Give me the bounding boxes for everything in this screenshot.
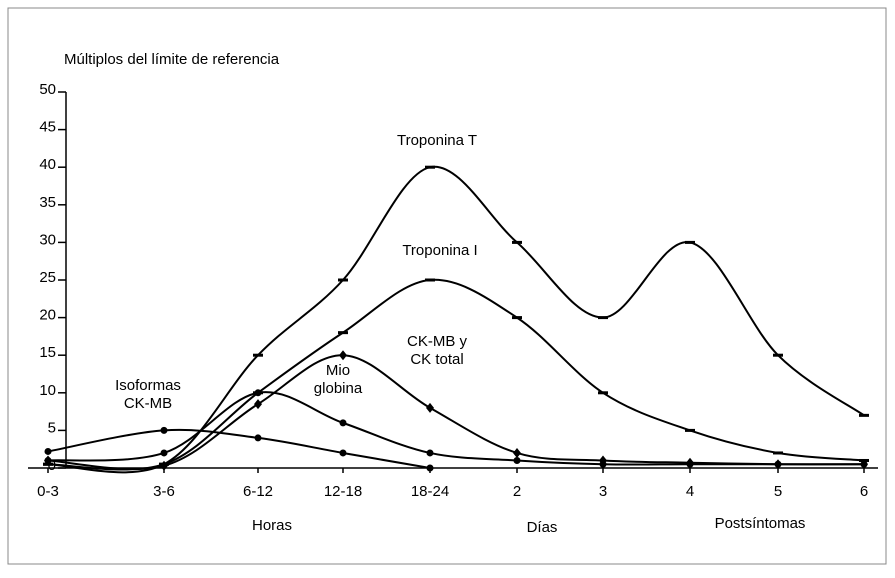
y-tick-label: 50 xyxy=(39,81,56,98)
marker xyxy=(44,447,52,455)
series-label: Isoformas xyxy=(115,377,181,394)
y-tick-label: 25 xyxy=(39,269,56,286)
marker xyxy=(773,353,783,357)
series-line xyxy=(47,428,431,469)
x-tick-label: 6 xyxy=(860,483,868,500)
x-group-label: Horas xyxy=(252,517,292,534)
series-line xyxy=(47,165,865,474)
marker xyxy=(160,460,168,471)
x-tick-label: 4 xyxy=(686,483,694,500)
x-tick-label: 2 xyxy=(513,483,521,500)
series-line xyxy=(47,391,864,466)
x-group-label: Postsíntomas xyxy=(715,515,806,532)
marker xyxy=(598,391,608,395)
marker xyxy=(338,331,348,335)
marker xyxy=(512,240,522,244)
series-line xyxy=(47,354,865,470)
marker xyxy=(339,449,347,457)
series-label: Troponina T xyxy=(397,132,477,149)
marker xyxy=(426,402,434,413)
marker xyxy=(425,278,435,282)
y-tick-label: 20 xyxy=(39,307,56,324)
marker xyxy=(426,464,434,472)
x-tick-label: 3 xyxy=(599,483,607,500)
marker xyxy=(686,460,694,468)
x-tick-label: 18-24 xyxy=(411,483,449,500)
marker xyxy=(859,413,869,417)
marker xyxy=(338,278,348,282)
marker xyxy=(339,350,347,361)
x-group-label: Días xyxy=(527,519,558,536)
series-label: CK total xyxy=(410,351,463,368)
marker xyxy=(254,434,262,442)
marker xyxy=(254,389,262,397)
marker xyxy=(774,460,782,468)
marker xyxy=(513,456,521,464)
y-tick-label: 45 xyxy=(39,119,56,136)
marker xyxy=(339,419,347,427)
x-tick-label: 6-12 xyxy=(243,483,273,500)
series-label: CK-MB y xyxy=(407,333,468,350)
marker xyxy=(685,240,695,244)
marker xyxy=(685,428,695,432)
series-label: globina xyxy=(314,380,363,397)
y-axis-label: Múltiplos del límite de referencia xyxy=(64,51,280,68)
marker xyxy=(599,460,607,468)
marker xyxy=(860,460,868,468)
frame xyxy=(7,7,887,565)
x-tick-label: 0-3 xyxy=(37,483,59,500)
marker xyxy=(513,447,521,458)
series-label: CK-MB xyxy=(124,395,172,412)
y-tick-label: 35 xyxy=(39,194,56,211)
marker xyxy=(253,353,263,357)
series-line xyxy=(47,278,865,471)
y-tick-label: 40 xyxy=(39,156,56,173)
marker xyxy=(512,316,522,320)
marker xyxy=(425,165,435,169)
marker xyxy=(254,399,262,410)
y-tick-label: 30 xyxy=(39,231,56,248)
y-tick-label: 15 xyxy=(39,344,56,361)
series-label: Troponina I xyxy=(402,242,477,259)
series-label: Mio xyxy=(326,362,350,379)
x-tick-label: 12-18 xyxy=(324,483,362,500)
marker xyxy=(160,449,168,457)
y-tick-label: 5 xyxy=(48,419,56,436)
y-tick-label: 10 xyxy=(39,382,56,399)
marker xyxy=(773,451,783,455)
x-tick-label: 3-6 xyxy=(153,483,175,500)
marker xyxy=(44,456,52,464)
x-tick-label: 5 xyxy=(774,483,782,500)
marker xyxy=(160,426,168,434)
marker xyxy=(426,449,434,457)
marker xyxy=(598,316,608,320)
